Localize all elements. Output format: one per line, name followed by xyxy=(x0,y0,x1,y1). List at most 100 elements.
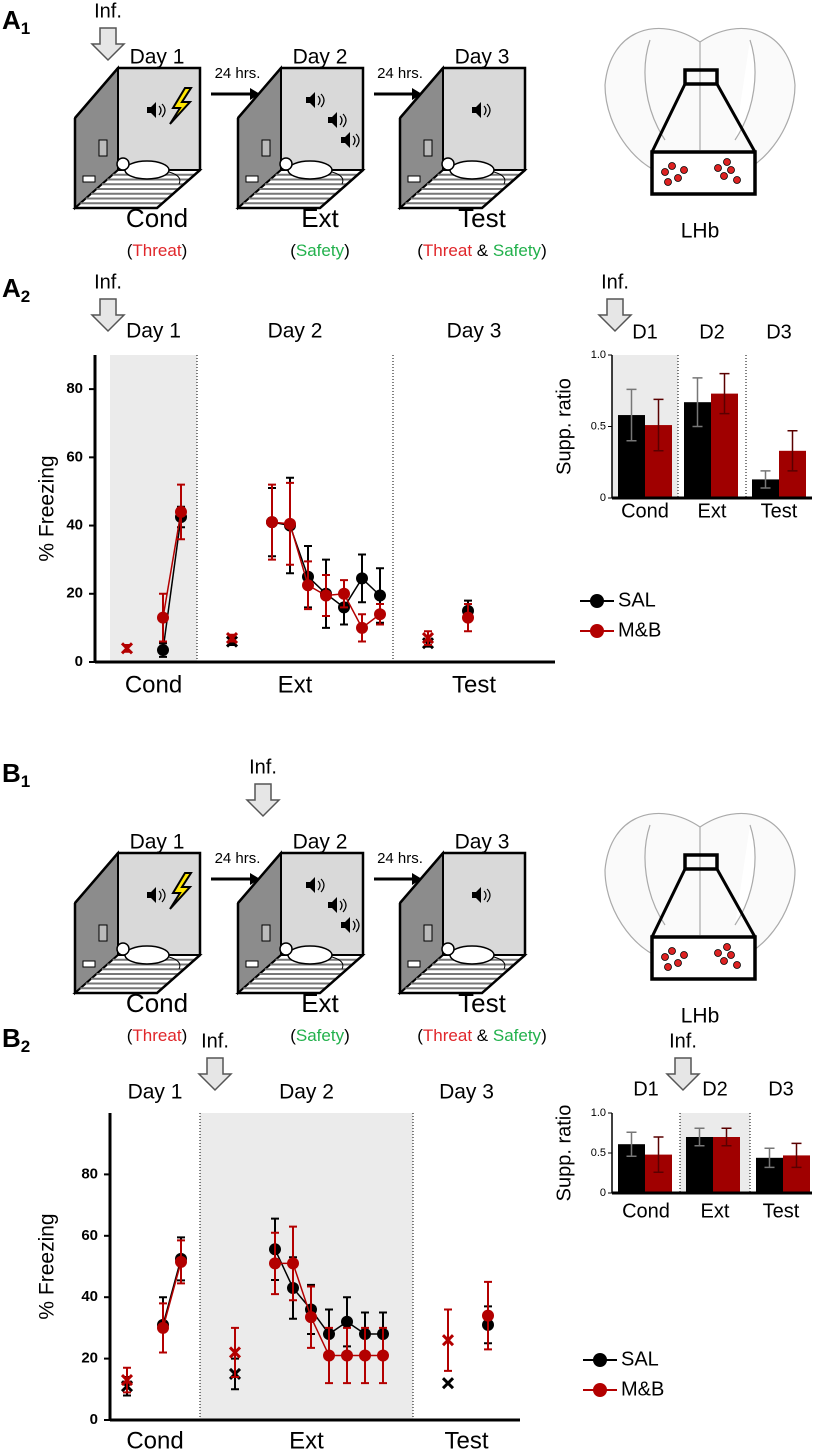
y-tick-label: 80 xyxy=(81,1165,98,1182)
zoom-lines xyxy=(650,83,757,153)
note-part: ) xyxy=(182,1026,188,1045)
group-label: Ext xyxy=(701,1200,730,1222)
box-back xyxy=(442,852,526,956)
box-back xyxy=(280,67,364,171)
sound xyxy=(339,898,347,913)
baseline-marker xyxy=(225,632,239,645)
placement-dot xyxy=(733,961,741,969)
point xyxy=(157,1321,169,1334)
day-label: Day 3 xyxy=(447,320,502,343)
cross xyxy=(441,1377,455,1390)
infusion-arrow xyxy=(597,298,633,333)
phase-label: Ext xyxy=(301,988,339,1018)
note-part: Safety xyxy=(493,241,542,260)
point xyxy=(175,1255,187,1268)
shaded-phase xyxy=(200,1113,413,1420)
panel-label: A1 xyxy=(2,5,30,39)
panel-sub: 2 xyxy=(21,1037,30,1056)
group-label: Test xyxy=(761,500,798,522)
placement-dot xyxy=(680,166,688,174)
day-label: Day 2 xyxy=(279,1081,334,1104)
placement-dot xyxy=(661,168,669,176)
point xyxy=(323,1349,335,1362)
group-label: Cond xyxy=(621,500,669,522)
y-tick-label: 1.0 xyxy=(591,1107,606,1119)
placement-dot xyxy=(723,943,731,951)
rat xyxy=(124,160,170,180)
zoom-box xyxy=(683,68,719,86)
rat-head xyxy=(279,157,293,171)
phase-label: Test xyxy=(458,203,506,233)
infusion-label: Inf. xyxy=(601,271,629,293)
phase-label: Cond xyxy=(126,1427,183,1454)
box-back xyxy=(280,852,364,956)
note-part: Threat xyxy=(423,1026,472,1045)
day-label: D1 xyxy=(633,1078,659,1100)
point xyxy=(157,611,169,624)
sound xyxy=(483,103,491,118)
speaker xyxy=(306,92,315,108)
rat-tail xyxy=(493,171,506,185)
box-back xyxy=(117,67,201,171)
region-label: LHb xyxy=(681,1005,720,1028)
interval-label: 24 hrs. xyxy=(215,65,261,82)
shock xyxy=(169,87,193,125)
note-part: ( xyxy=(417,1026,423,1045)
point xyxy=(269,1257,281,1270)
food-cup xyxy=(245,175,259,183)
point xyxy=(374,589,386,602)
panel-letter: A xyxy=(2,273,21,303)
sound xyxy=(317,878,325,893)
rat xyxy=(449,160,495,180)
y-axis-label: Supp. ratio xyxy=(553,378,575,475)
point xyxy=(338,587,350,600)
rat xyxy=(287,160,333,180)
placement-dot xyxy=(733,176,741,184)
speaker xyxy=(472,887,481,903)
placement-dot xyxy=(661,953,669,961)
phase-label: Ext xyxy=(289,1427,324,1454)
rat-tail xyxy=(331,956,344,970)
placement-dot xyxy=(727,951,735,959)
baseline-marker xyxy=(421,632,435,645)
note-part: ( xyxy=(127,241,133,260)
speaker xyxy=(147,102,156,118)
rat xyxy=(287,945,333,965)
point xyxy=(157,644,169,657)
point xyxy=(287,1257,299,1270)
note-part: ) xyxy=(182,241,188,260)
point xyxy=(341,1349,353,1362)
group-label: Ext xyxy=(698,500,727,522)
panel-letter: A xyxy=(2,5,21,35)
y-tick-label: 80 xyxy=(66,380,83,397)
infusion-arrow xyxy=(245,783,281,818)
cross xyxy=(120,1374,134,1387)
day-label: D2 xyxy=(699,321,725,343)
point xyxy=(462,611,474,624)
interval-label: 24 hrs. xyxy=(215,850,261,867)
infusion-arrow xyxy=(197,1057,233,1092)
baseline-marker xyxy=(120,1374,134,1387)
speaker xyxy=(341,917,350,933)
cross xyxy=(421,632,435,645)
y-tick-label: 1.0 xyxy=(591,349,606,361)
placement-dot xyxy=(714,949,722,957)
day-label: Day 1 xyxy=(126,320,181,343)
phase-label: Test xyxy=(458,988,506,1018)
box-frame xyxy=(73,66,202,210)
y-axis-label: % Freezing xyxy=(36,1213,59,1319)
phase-note: (Threat) xyxy=(127,1026,187,1045)
point xyxy=(284,517,296,530)
box-frame xyxy=(398,66,527,210)
note-part: ) xyxy=(541,241,547,260)
group-label: Cond xyxy=(622,1200,670,1222)
legend-label: SAL xyxy=(621,1348,659,1370)
arrow-head xyxy=(250,873,260,885)
zoom-inset xyxy=(650,150,757,196)
cross xyxy=(228,1346,242,1359)
rat-head xyxy=(441,157,455,171)
panel-sub: 1 xyxy=(21,19,30,38)
placement-dot xyxy=(720,172,728,180)
phase-note: (Threat & Safety) xyxy=(417,241,546,260)
placement-dot xyxy=(723,158,731,166)
